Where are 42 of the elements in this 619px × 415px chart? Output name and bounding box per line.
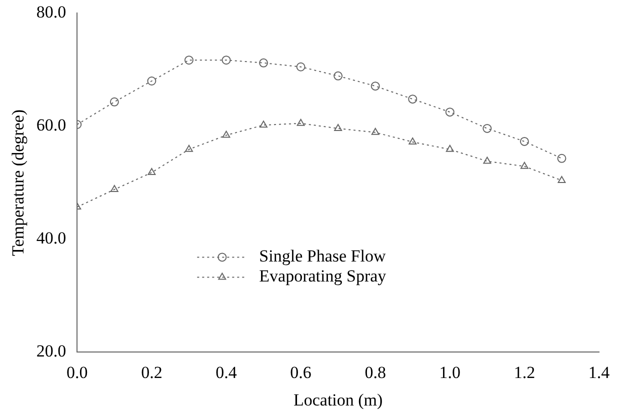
x-tick-label: 0.6	[290, 362, 312, 382]
point	[259, 58, 268, 68]
point	[408, 94, 418, 104]
point	[110, 184, 118, 192]
point	[334, 71, 343, 80]
x-tick-label: 0.2	[141, 362, 162, 382]
point	[520, 136, 529, 146]
point	[222, 130, 230, 138]
legend-label: Single Phase Flow	[259, 246, 386, 266]
point	[371, 128, 380, 135]
point	[408, 138, 417, 145]
point	[446, 144, 454, 152]
legend-label: Evaporating Spray	[259, 266, 387, 286]
point	[222, 56, 231, 65]
x-tick-label: 1.4	[588, 362, 610, 382]
x-tick-label: 0.0	[66, 362, 88, 382]
point	[296, 62, 306, 72]
x-tick-label: 0.8	[364, 362, 386, 382]
y-tick-label: 80.0	[36, 2, 66, 22]
point	[147, 76, 156, 86]
point	[482, 124, 492, 133]
point	[557, 154, 566, 163]
point	[148, 168, 156, 176]
point	[334, 124, 342, 131]
y-tick-label: 20.0	[36, 342, 66, 361]
point	[185, 144, 193, 152]
x-tick-label: 1.2	[514, 362, 536, 382]
x-axis-title: Location (m)	[293, 390, 383, 410]
y-axis-title: Temperature (degree)	[8, 109, 28, 256]
point	[110, 97, 119, 106]
point	[520, 162, 528, 169]
point	[370, 82, 380, 91]
point	[445, 108, 454, 117]
point	[184, 56, 194, 65]
y-tick-label: 60.0	[36, 116, 66, 135]
point	[260, 120, 268, 128]
x-tick-label: 0.4	[216, 362, 238, 382]
x-tick-label: 1.0	[439, 362, 461, 382]
point	[558, 176, 566, 183]
point	[483, 156, 492, 164]
y-tick-label: 40.0	[36, 228, 66, 248]
point	[296, 118, 305, 126]
